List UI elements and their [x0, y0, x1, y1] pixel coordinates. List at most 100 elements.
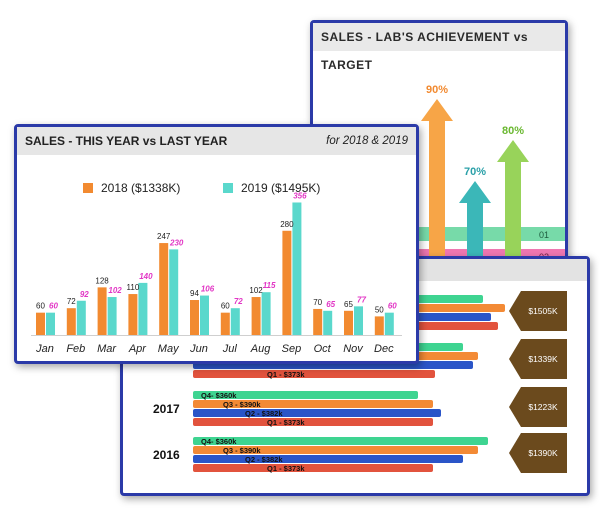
bar-2018-may: [159, 243, 169, 335]
value-label-2019: 140: [139, 272, 153, 281]
quarter-label: Q3 - $390k: [223, 400, 261, 409]
bar-2018-jul: [220, 312, 230, 335]
x-tick-label: Mar: [97, 343, 117, 355]
bar-2019-nov: [354, 306, 363, 335]
quarter-label: Q3 - $390k: [223, 446, 261, 455]
sales-chart-title: SALES - THIS YEAR vs LAST YEAR: [17, 127, 416, 155]
value-label-2019: 72: [234, 297, 243, 306]
quarter-label: Q4- $360k: [201, 391, 237, 400]
x-tick-label: May: [158, 343, 180, 355]
bar-2018-jan: [36, 312, 45, 335]
sales-chart-panel: SALES - THIS YEAR vs LAST YEAR for 2018 …: [14, 124, 419, 364]
target-arrow-label: 70%: [464, 166, 486, 178]
bar-2019-may: [169, 249, 179, 335]
bar-2019-dec: [384, 312, 394, 335]
total-badge: [509, 291, 567, 331]
total-badge: [509, 339, 567, 379]
bar-2019-jun: [200, 295, 209, 335]
quarter-bar: [193, 437, 488, 445]
bar-2019-jul: [230, 308, 240, 335]
bar-2019-oct: [323, 310, 333, 335]
quarter-bar: [193, 455, 463, 463]
value-label-2018: 94: [190, 289, 199, 298]
bar-2018-aug: [251, 297, 261, 335]
target-arrow: [421, 99, 453, 263]
total-badge-label: $1339K: [528, 354, 558, 364]
value-label-2019: 77: [357, 295, 366, 304]
quarter-label: Q4- $360k: [201, 437, 237, 446]
year-label: 2017: [153, 402, 180, 416]
quarter-bar: [193, 391, 418, 399]
x-tick-label: Jul: [222, 343, 238, 355]
value-label-2019: 60: [49, 302, 58, 311]
quarter-bar: [193, 370, 435, 378]
total-badge-label: $1505K: [528, 306, 558, 316]
bar-2018-apr: [128, 294, 138, 335]
value-label-2019: 115: [263, 281, 276, 290]
bar-2018-sep: [282, 230, 292, 335]
bar-2018-nov: [344, 310, 353, 335]
quarter-label: Q1 - $373k: [267, 418, 305, 427]
total-badge-label: $1390K: [528, 448, 558, 458]
target-chart-title: SALES - LAB'S ACHIEVEMENT vs TARGET: [313, 23, 565, 72]
target-arrow: [459, 181, 491, 263]
value-label-2019: 92: [80, 290, 89, 299]
value-label-2018: 60: [221, 302, 230, 311]
target-arrow-label: 80%: [502, 125, 524, 137]
bar-2019-jan: [46, 312, 55, 335]
bar-2018-mar: [97, 287, 107, 335]
bar-2019-feb: [76, 300, 86, 335]
value-label-2019: 65: [326, 300, 335, 309]
bar-2018-jun: [190, 300, 199, 335]
quarter-bar: [193, 409, 441, 417]
quarter-bar: [193, 446, 478, 454]
sales-chart: 2018 ($1338K) 2019 ($1495K) 60 60 Jan 72 92 Feb…: [31, 181, 402, 355]
value-label-2019: 60: [388, 302, 397, 311]
value-label-2018: 60: [36, 302, 45, 311]
total-badge: [509, 387, 567, 427]
bar-2018-oct: [313, 308, 323, 335]
legend-swatch-2019: [223, 183, 233, 193]
target-arrow-label: 90%: [426, 84, 448, 96]
value-label-2018: 70: [313, 298, 322, 307]
x-tick-label: Dec: [374, 343, 394, 355]
x-tick-label: Sep: [282, 343, 302, 355]
bar-2018-dec: [374, 316, 384, 335]
bar-2019-mar: [107, 297, 117, 335]
x-tick-label: Apr: [128, 343, 147, 355]
value-label-2019: 106: [201, 285, 215, 294]
total-badge: [509, 433, 567, 473]
legend-swatch-2018: [83, 183, 93, 193]
quarter-bar: [193, 464, 433, 472]
value-label-2018: 247: [157, 232, 171, 241]
quarter-label: Q1 - $373k: [267, 464, 305, 473]
value-label-2018: 110: [127, 283, 140, 292]
quarter-bar: [193, 418, 433, 426]
total-badge-label: $1223K: [528, 402, 558, 412]
quarter-label: Q1 - $373k: [267, 370, 305, 379]
value-label-2018: 280: [280, 220, 294, 229]
value-label-2018: 102: [249, 286, 263, 295]
x-tick-label: Feb: [66, 343, 85, 355]
x-tick-label: Aug: [250, 343, 271, 355]
legend-label-2018: 2018 ($1338K): [101, 181, 180, 195]
value-label-2018: 72: [67, 297, 76, 306]
target-arrow: [497, 140, 529, 263]
value-label-2019: 102: [108, 286, 122, 295]
value-label-2019: 356: [293, 191, 307, 200]
bar-2019-aug: [261, 292, 271, 335]
quarter-bar: [193, 400, 433, 408]
bar-2019-apr: [138, 282, 148, 335]
x-tick-label: Jan: [35, 343, 54, 355]
quarter-label: Q2 - $382k: [245, 409, 283, 418]
value-label-2018: 65: [344, 300, 353, 309]
year-label: 2016: [153, 448, 180, 462]
value-label-2018: 128: [95, 276, 109, 285]
quarter-label: Q2 - $382k: [245, 455, 283, 464]
sales-chart-subtitle: for 2018 & 2019: [326, 135, 408, 147]
x-tick-label: Jun: [189, 343, 208, 355]
x-tick-label: Nov: [343, 343, 364, 355]
value-label-2018: 50: [375, 305, 384, 314]
x-tick-label: Oct: [314, 343, 332, 355]
legend-label-2019: 2019 ($1495K): [241, 181, 320, 195]
